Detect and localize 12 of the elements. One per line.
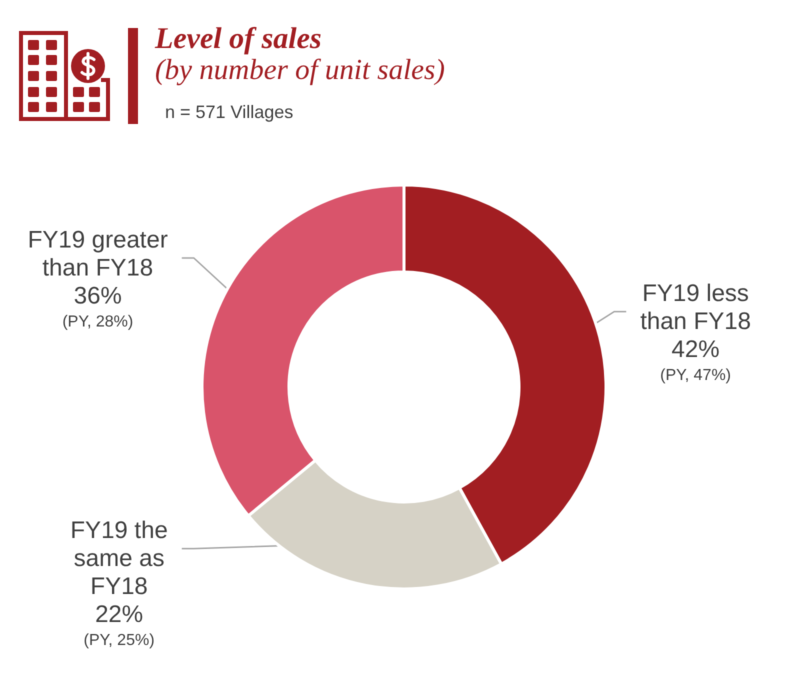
text: n = 571 Villages — [165, 102, 294, 123]
slice-label: FY19 the same as FY18 — [70, 517, 168, 600]
chart-title: Level of sales — [155, 22, 322, 55]
data-label: 42% — [672, 336, 720, 364]
text: (PY, 28%) — [62, 313, 134, 330]
data-label: 36% — [74, 282, 122, 310]
text: (PY, 47%) — [660, 367, 731, 384]
slice-label: FY19 less than FY18 — [640, 280, 751, 336]
chart-subtitle: (by number of unit sales) — [155, 54, 445, 86]
text: (PY, 25%) — [84, 632, 155, 650]
data-label: 22% — [95, 601, 144, 628]
slice-label: FY19 greater than FY18 — [28, 226, 168, 282]
